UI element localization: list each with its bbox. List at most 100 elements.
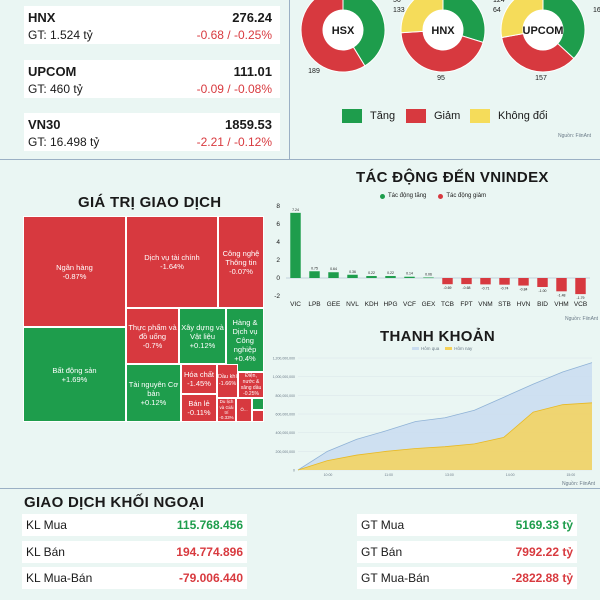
x-tick-label: VIC <box>290 301 301 308</box>
x-tick-label: HPG <box>383 301 397 308</box>
foreign-value: 115.768.456 <box>176 518 243 532</box>
index-change: -0.68 / -0.25% <box>196 28 272 42</box>
donut-hole <box>523 10 563 50</box>
donut-flat-count: 56 <box>393 0 401 4</box>
x-tick-label: 11:00 <box>384 473 393 477</box>
liquidity-source: Nguồn: FiinAnt <box>562 481 596 487</box>
treemap-tile-real-estate: Bất động sản +1.69% <box>23 327 126 422</box>
x-tick-label: HVN <box>517 301 531 308</box>
tile-name: Tài nguyên Cơ bản <box>128 379 179 398</box>
x-tick-label: VCB <box>574 301 587 308</box>
legend-label-down: Giảm <box>434 110 461 122</box>
legend-dot-up <box>380 193 385 199</box>
treemap-tile-food-beverage: Thực phẩm và đồ uống -0.7% <box>126 308 179 364</box>
tile-name: Bất động sản <box>52 365 97 375</box>
tile-name: Công nghệ Thông tin <box>222 248 260 267</box>
impact-bar-label: 0.75 <box>311 266 318 270</box>
impact-bar <box>518 278 529 286</box>
foreign-value: 194.774.896 <box>176 545 243 559</box>
donut-flat-count: 124 <box>493 0 505 4</box>
impact-bar <box>575 278 586 295</box>
tile-name: Bán lẻ <box>188 399 210 408</box>
divider-vertical <box>289 0 290 160</box>
foreign-label: KL Bán <box>26 545 65 559</box>
tile-name: Hóa chất <box>183 370 215 379</box>
treemap-tile-industrial: Hàng & Dịch vụ Công nghiệp +0.4% <box>226 308 264 372</box>
index-value: 111.01 <box>233 64 272 79</box>
x-tick-label: FPT <box>460 301 472 308</box>
treemap-tile-construction: Xây dựng và Vật liệu +0.12% <box>179 308 226 364</box>
y-tick-label: 200,000,000 <box>276 450 296 454</box>
impact-bar <box>480 278 491 285</box>
foreign-label: GT Mua <box>361 518 405 532</box>
impact-bar-label: -0.69 <box>444 286 452 290</box>
impact-bar-label: -1.48 <box>558 293 566 297</box>
y-tick-label: 8 <box>276 203 280 210</box>
donut-hsx: HSX 133 189 <box>300 0 405 75</box>
impact-bar <box>442 278 453 285</box>
index-value: 1859.53 <box>225 117 272 132</box>
index-trading-value: GT: 1.524 tỷ <box>28 28 93 42</box>
index-card-vn30: VN30 1859.53 GT: 16.498 tỷ -2.21 / -0.12… <box>24 113 280 151</box>
divider-horizontal <box>0 488 600 489</box>
foreign-row-sell-volume: KL Bán 194.774.896 <box>22 541 247 563</box>
foreign-label: GT Mua-Bán <box>361 571 430 585</box>
donut-up-count: 64 <box>493 7 501 14</box>
legend-down: Giảm <box>406 109 460 123</box>
donut-label: UPCOM <box>523 25 564 37</box>
donut-label: HSX <box>332 25 355 37</box>
liquidity-line <box>297 402 593 471</box>
liquidity-line <box>297 362 593 471</box>
donut-hole <box>323 10 363 50</box>
foreign-row-buy-volume: KL Mua 115.768.456 <box>22 514 247 536</box>
index-name: VN30 <box>28 117 61 132</box>
impact-bar <box>366 276 377 278</box>
x-tick-label: NVL <box>346 301 359 308</box>
impact-bar <box>404 276 415 278</box>
tile-change: -0.7% <box>142 340 163 350</box>
tile-name: Điện, nước & xăng dầu <box>240 373 262 391</box>
legend-dot-down <box>438 193 444 199</box>
index-trading-value: GT: 16.498 tỷ <box>28 135 100 149</box>
index-trading-value: GT: 460 tỷ <box>28 82 83 96</box>
tile-change: -0.33% <box>219 415 234 421</box>
liquidity-legend: Hôm qua Hôm nay <box>412 346 472 351</box>
donut-upcom: UPCOM 164 157 124 <box>493 0 600 82</box>
tile-change: +1.69% <box>61 374 88 384</box>
x-tick-label: GEX <box>422 301 436 308</box>
tile-name: Dầu khí <box>218 374 237 381</box>
donut-hole <box>423 10 463 50</box>
treemap-tile-banking: Ngân hàng -0.87% <box>23 216 126 327</box>
x-tick-label: GEE <box>327 301 341 308</box>
legend-label-up: Tăng <box>370 110 396 122</box>
market-breadth-donuts: HSX 133 189 HNX 64 95 56 UPCOM 164 157 124 <box>300 0 600 82</box>
x-tick-label: 13:00 <box>445 473 454 477</box>
impact-bar <box>423 277 434 279</box>
impact-bar <box>556 278 567 292</box>
x-tick-label: BID <box>537 301 548 308</box>
donut-down-count: 189 <box>308 68 320 75</box>
impact-bar-chart: 8 6 4 2 0 -2 7.24 VIC 0.75 LPB 0.64 GEE 0.36 NVL 0.22 K… <box>274 203 590 308</box>
breadth-source: Nguồn: FiinAnt <box>558 133 592 139</box>
donut-down-count: 157 <box>535 75 547 82</box>
x-tick-label: STB <box>498 301 511 308</box>
impact-bar-label: -0.71 <box>482 286 490 290</box>
impact-bar <box>347 274 358 278</box>
donut-slice-flat <box>500 0 544 39</box>
foreign-title: GIAO DỊCH KHỐI NGOẠI <box>24 494 205 511</box>
x-tick-label: VNM <box>478 301 492 308</box>
impact-bar-label: 0.22 <box>387 271 394 275</box>
impact-title: TÁC ĐỘNG ĐẾN VNINDEX <box>356 169 549 186</box>
treemap-tile-utilities: Điện, nước & xăng dầu -0.25% <box>238 372 264 398</box>
index-change: -0.09 / -0.08% <box>196 82 272 96</box>
index-name: HNX <box>28 10 56 25</box>
donut-hnx: HNX 64 95 56 <box>393 0 501 82</box>
y-tick-label: 6 <box>276 221 280 228</box>
tile-change: -0.87% <box>62 271 87 281</box>
legend-up: Tăng <box>342 109 395 123</box>
tile-change: +0.12% <box>189 340 216 350</box>
tile-change: +0.4% <box>234 353 256 363</box>
donut-down-count: 95 <box>437 75 445 82</box>
tile-name: Ô... <box>240 407 248 413</box>
y-tick-label: 1,000,000,000 <box>273 375 295 379</box>
